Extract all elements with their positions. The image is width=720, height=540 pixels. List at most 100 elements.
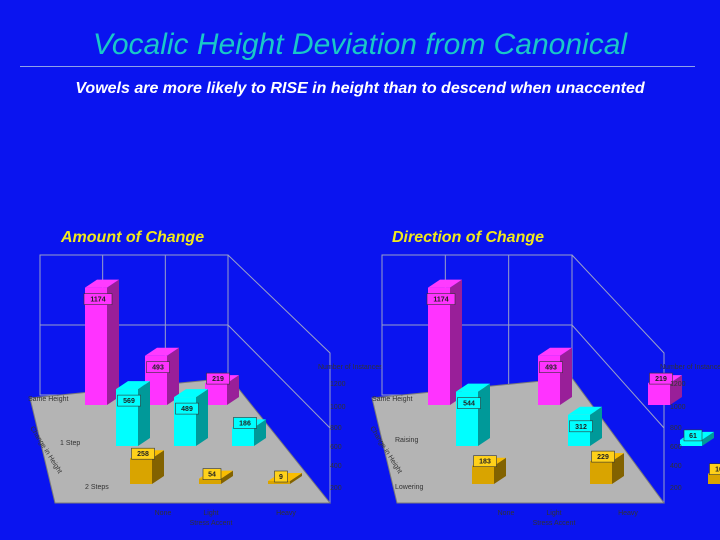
side-wall: [227, 254, 331, 503]
x-axis-label: Stress Accent: [190, 520, 233, 527]
bar: 258: [130, 447, 164, 484]
bar: 569: [116, 381, 150, 446]
y-tick-label: 200: [330, 485, 342, 492]
bar-side: [560, 347, 572, 405]
series-label: Raising: [395, 437, 418, 444]
x-tick-label: Light: [203, 510, 218, 517]
y-tick-label: 200: [670, 485, 682, 492]
bar-top: [428, 279, 462, 288]
bar-side: [450, 279, 462, 405]
x-tick-label: Light: [546, 510, 561, 517]
y-tick-label: 400: [670, 463, 682, 470]
data-label-box: [206, 372, 230, 385]
bar: 493: [538, 347, 572, 405]
bar-side: [670, 375, 682, 405]
data-label-box: [233, 417, 257, 429]
data-label: 61: [689, 433, 697, 440]
bar-side: [107, 279, 119, 405]
bar-top: [116, 381, 150, 390]
bar-side: [196, 389, 208, 446]
bar-top: [568, 406, 602, 415]
series-label: 1 Step: [60, 440, 80, 447]
bar: 1174: [83, 279, 119, 405]
data-label-box: [117, 394, 141, 407]
title-divider: [20, 66, 695, 67]
data-label: 544: [463, 401, 475, 408]
data-label: 219: [212, 376, 224, 383]
data-label: 54: [208, 472, 216, 479]
y-tick-label: 600: [330, 444, 342, 451]
bar-side: [612, 453, 624, 484]
y-tick-label: 400: [330, 463, 342, 470]
bar: 54: [199, 468, 233, 484]
data-label-box: [539, 361, 563, 374]
data-label-box: [146, 361, 170, 374]
data-label: 1174: [90, 297, 105, 304]
page-subtitle: Vowels are more likely to RISE in height…: [75, 80, 645, 97]
x-axis-label: Stress Accent: [533, 520, 576, 527]
bar-front: [708, 473, 720, 484]
bar-top: [85, 279, 119, 288]
bar-top: [174, 389, 208, 398]
data-label-box: [175, 402, 199, 415]
bar: 9: [268, 470, 302, 484]
y-tick-label: 800: [330, 425, 342, 432]
x-tick-label: None: [498, 510, 515, 517]
chart-title-amount: Amount of Change: [61, 229, 205, 246]
series-label: Same Height: [372, 396, 413, 403]
bar: 61: [680, 429, 714, 446]
bar: 219: [648, 372, 682, 405]
y-tick-label: 1200: [330, 381, 346, 388]
chart-amount: 1174 493 219 Same Height 569 489 186 1 Step 258 5…: [28, 254, 383, 527]
data-label: 489: [181, 406, 193, 413]
data-label: 103: [715, 467, 720, 474]
data-label: 219: [655, 376, 667, 383]
gridline: [227, 324, 331, 429]
data-label-box: [649, 372, 673, 385]
data-label: 312: [575, 424, 587, 431]
x-tick-label: Heavy: [618, 510, 638, 517]
bar-front: [85, 287, 107, 405]
bar-front: [205, 383, 227, 405]
bar-side: [478, 383, 490, 446]
gridline: [571, 324, 665, 429]
chart-title-direction: Direction of Change: [392, 229, 545, 246]
bar-top: [145, 347, 179, 356]
data-label: 493: [152, 365, 164, 372]
data-label-box: [83, 293, 113, 305]
chart-direction: 1174 493 219 Same Height 544 312 61 Raising 183 2…: [368, 254, 720, 527]
data-label: 258: [137, 451, 149, 458]
bar: 103: [708, 463, 720, 484]
bar-front: [428, 287, 450, 405]
bar: 229: [590, 450, 624, 484]
data-label-box: [457, 397, 481, 409]
bar-side: [290, 473, 302, 484]
bar-side: [221, 470, 233, 484]
y-axis-label: Number of Instances: [660, 364, 720, 371]
data-label: 229: [597, 454, 609, 461]
data-label-box: [709, 463, 720, 476]
y-tick-label: 1000: [330, 404, 346, 411]
data-label: 183: [479, 459, 491, 466]
y-tick-label: 1200: [670, 381, 686, 388]
bar: 219: [205, 372, 239, 405]
bar: 544: [456, 383, 490, 446]
data-label-box: [426, 293, 456, 305]
data-label-box: [131, 447, 155, 460]
page-title: Vocalic Height Deviation from Canonical: [92, 28, 628, 61]
x-tick-label: Heavy: [276, 510, 296, 517]
y-tick-label: 600: [670, 444, 682, 451]
bar-side: [494, 457, 506, 484]
bar-top: [456, 383, 490, 392]
data-label: 186: [239, 420, 251, 427]
x-tick-label: None: [155, 510, 172, 517]
data-label: 9: [279, 474, 283, 481]
bar: 186: [232, 417, 266, 446]
bar: 489: [174, 389, 208, 446]
y-tick-label: 1000: [670, 404, 686, 411]
bar: 312: [568, 406, 602, 446]
bar-front: [590, 461, 612, 484]
series-label: 2 Steps: [85, 484, 109, 491]
bar-front: [680, 439, 702, 446]
